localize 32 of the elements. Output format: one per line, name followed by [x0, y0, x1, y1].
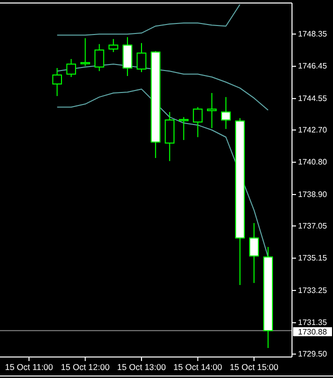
y-tick-label: 1735.15: [298, 254, 328, 263]
ref-line-label: 1730.88: [298, 328, 328, 337]
candlestick: [178, 116, 189, 141]
candlestick: [206, 92, 217, 129]
candlestick: [94, 44, 104, 72]
y-tick-label: 1737.05: [298, 221, 328, 230]
x-tick-label: 15 Oct 11:00: [4, 362, 54, 372]
x-tick-label: 15 Oct 13:00: [117, 362, 166, 372]
candlestick: [221, 96, 231, 130]
x-tick-label: 15 Oct 14:00: [173, 362, 222, 372]
y-tick-label: 1731.35: [298, 318, 328, 328]
y-tick-label: 1746.45: [298, 62, 328, 71]
x-tick-label: 15 Oct 12:00: [60, 362, 110, 372]
y-tick-label: 1740.80: [298, 158, 328, 167]
y-tick-label: 1742.70: [298, 125, 328, 134]
candlestick: [164, 112, 174, 162]
candlestick: [192, 106, 203, 138]
y-tick-label: 1738.90: [298, 190, 328, 199]
x-tick-label: 15 Oct 15:00: [230, 362, 279, 372]
candlestick: [52, 68, 62, 97]
candlestick: [136, 42, 146, 73]
candlestick: [249, 222, 259, 284]
line-series: [56, 4, 240, 36]
y-tick-label: 1733.25: [298, 286, 328, 295]
candlestick: [80, 38, 90, 66]
candlestick: [122, 36, 132, 77]
y-tick-label: 1744.55: [298, 94, 328, 103]
y-tick-label: 1748.35: [298, 29, 328, 38]
candlestick: [108, 38, 118, 53]
candlestick: [66, 58, 76, 78]
line-series: [56, 64, 269, 111]
y-tick-label: 1729.50: [298, 350, 328, 359]
